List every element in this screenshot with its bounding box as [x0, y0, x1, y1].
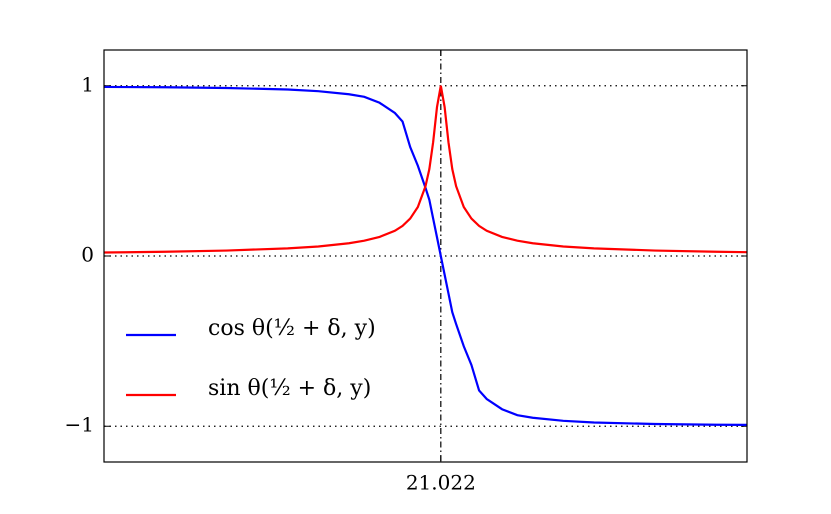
line-series	[103, 85, 748, 426]
y-tick-label: 0	[81, 243, 94, 267]
x-tick-label: 21.022	[406, 471, 476, 495]
plot-frame	[103, 49, 748, 463]
legend-label: cos θ(½ + δ, y)	[208, 316, 376, 341]
y-tick-label: 1	[81, 72, 94, 96]
line-series	[103, 85, 748, 254]
y-tick-label: −1	[65, 413, 94, 437]
legend-label: sin θ(½ + δ, y)	[208, 376, 371, 401]
